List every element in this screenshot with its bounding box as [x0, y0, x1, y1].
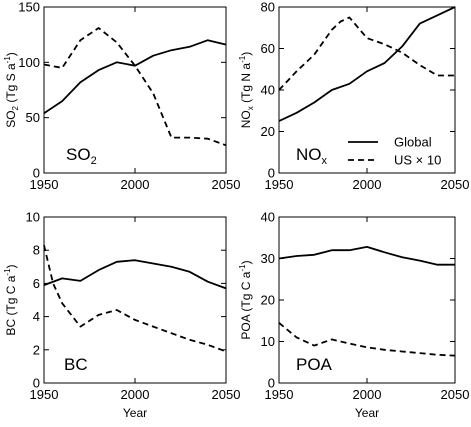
y-axis-label-part: ) — [239, 52, 253, 56]
y-axis-label: POA (Tg C a-1) — [238, 260, 253, 339]
x-axis-label: Year — [123, 406, 147, 420]
y-tick-label: 40 — [261, 83, 275, 98]
x-axis-label: Year — [355, 406, 379, 420]
y-tick-label: 0 — [33, 166, 40, 181]
y-axis-label-part: ) — [4, 264, 18, 268]
species-label-main: BC — [64, 355, 88, 374]
y-axis-label: BC (Tg C a-1) — [3, 264, 18, 335]
x-tick-label: 1950 — [30, 387, 59, 402]
species-label-sub: 2 — [91, 155, 97, 167]
y-axis-label-part: NO — [239, 110, 253, 128]
series-line-global — [43, 259, 227, 290]
y-axis-label-part: POA (Tg C a — [239, 271, 253, 339]
y-axis-label-part: BC (Tg C a — [4, 275, 18, 335]
species-label-main: NO — [296, 145, 322, 164]
series-line-us-x10 — [43, 27, 227, 147]
legend-label: US × 10 — [394, 153, 441, 168]
species-label-sub: x — [322, 155, 328, 167]
y-tick-label: 4 — [33, 309, 40, 324]
x-tick-label: 2050 — [441, 177, 470, 192]
y-tick-label: 60 — [261, 41, 275, 56]
panel-bc: 0 2 4 6 8 10 1950 2000 2050 BC (Tg C a-1) BC Year — [3, 210, 240, 421]
y-tick-label: 20 — [261, 124, 275, 139]
y-tick-label: 30 — [261, 251, 275, 266]
y-tick-label: 0 — [268, 166, 275, 181]
series-line-global — [278, 6, 456, 122]
y-axis-label-part: -1 — [3, 56, 12, 64]
y-axis-label-part: -1 — [238, 264, 247, 272]
species-label: NOx — [296, 145, 328, 167]
y-axis-label-part: ) — [4, 52, 18, 56]
y-tick-label: 50 — [26, 110, 40, 125]
y-axis-label-part: -1 — [238, 55, 247, 63]
y-axis-label-part: (Tg S a — [4, 63, 18, 106]
y-axis-label-part: 2 — [11, 105, 20, 110]
x-tick-label: 2000 — [353, 387, 382, 402]
y-axis-label: NOx (Tg N a-1) — [238, 52, 255, 128]
species-label-main: SO — [66, 145, 91, 164]
x-tick-label: 1950 — [265, 387, 294, 402]
x-tick-label: 2050 — [212, 177, 241, 192]
species-label: POA — [296, 355, 333, 374]
legend: Global US × 10 — [348, 135, 441, 168]
y-axis-label-part: ) — [239, 260, 253, 264]
y-tick-label: 80 — [261, 0, 275, 15]
series-line-us-x10 — [278, 322, 456, 357]
species-label: SO2 — [66, 145, 97, 167]
series-line-global — [278, 245, 455, 266]
species-label-main: POA — [296, 355, 333, 374]
y-axis-label-part: x — [246, 106, 255, 110]
y-tick-label: 20 — [261, 293, 275, 308]
y-axis-label-part: (Tg N a — [239, 63, 253, 107]
y-tick-label: 150 — [18, 0, 40, 15]
y-tick-label: 0 — [268, 376, 275, 391]
y-tick-label: 40 — [261, 210, 275, 225]
x-tick-label: 2000 — [121, 387, 150, 402]
y-tick-label: 100 — [18, 55, 40, 70]
y-axis-label-part: SO — [4, 110, 18, 127]
y-tick-label: 6 — [33, 276, 40, 291]
y-tick-label: 10 — [26, 210, 40, 225]
series-line-us-x10 — [43, 244, 227, 353]
x-tick-label: 2050 — [441, 387, 470, 402]
x-tick-label: 2050 — [212, 387, 241, 402]
panel-poa: 0 10 20 30 40 1950 2000 2050 POA (Tg C a-1) POA Ye… — [238, 210, 469, 421]
y-tick-label: 8 — [33, 243, 40, 258]
y-tick-label: 0 — [33, 376, 40, 391]
x-tick-label: 2000 — [353, 177, 382, 192]
y-tick-label: 2 — [33, 342, 40, 357]
species-label: BC — [64, 355, 88, 374]
x-tick-label: 1950 — [30, 177, 59, 192]
legend-label: Global — [394, 135, 432, 150]
x-tick-label: 2000 — [121, 177, 150, 192]
y-tick-label: 10 — [261, 334, 275, 349]
x-tick-label: 1950 — [265, 177, 294, 192]
y-axis-label: SO2 (Tg S a-1) — [3, 52, 20, 128]
series-line-global — [43, 39, 227, 114]
series-line-us-x10 — [278, 16, 455, 91]
y-axis-label-part: -1 — [3, 268, 12, 276]
